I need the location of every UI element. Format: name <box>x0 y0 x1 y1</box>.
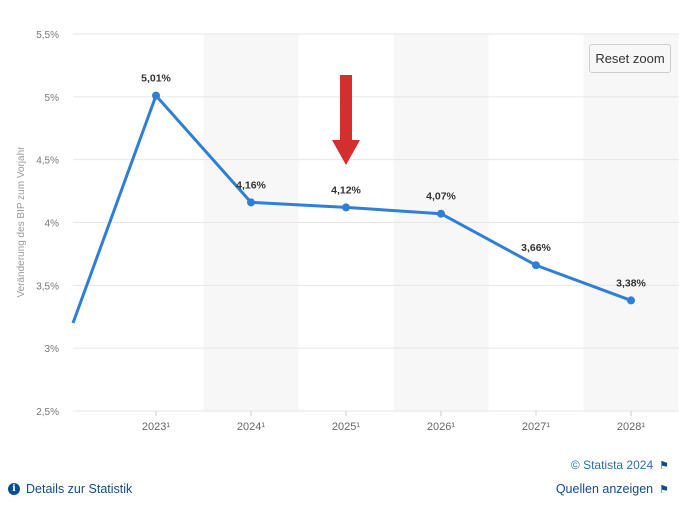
x-tick-label: 2023¹ <box>142 421 170 433</box>
data-label: 3,66% <box>521 242 551 254</box>
line-chart: 2,5%3%3,5%4%4,5%5%5,5% 2023¹ 2024¹ 2025¹ 20… <box>16 30 679 433</box>
credit-text: © Statista 2024 <box>570 458 654 472</box>
y-tick-label: 5,5% <box>36 30 59 41</box>
x-tick-label: 2028¹ <box>617 421 645 433</box>
y-axis-ticks: 2,5% 3% 3,5% 4% 4,5% 5% 5,5% <box>36 30 59 418</box>
y-tick-label: 2,5% <box>36 407 59 418</box>
x-tick-label: 2027¹ <box>522 421 550 433</box>
data-label: 3,38% <box>616 277 646 289</box>
data-point <box>532 261 540 270</box>
statista-credit[interactable]: © Statista 2024 ⚑ <box>571 458 669 472</box>
sources-link[interactable]: Quellen anzeigen ⚑ <box>556 482 669 496</box>
y-axis-label: Veränderung des BIP zum Vorjahr <box>16 146 27 298</box>
y-tick-label: 4,5% <box>36 156 59 167</box>
data-point <box>437 209 445 218</box>
flag-icon[interactable]: ⚑ <box>659 459 669 472</box>
x-tick-label: 2026¹ <box>427 421 455 433</box>
details-label: Details zur Statistik <box>26 482 133 496</box>
gridlines <box>73 33 679 412</box>
info-icon: i <box>8 483 20 495</box>
flag-icon: ⚑ <box>659 483 669 496</box>
data-points <box>152 91 635 305</box>
y-tick-label: 3% <box>45 344 60 355</box>
y-tick-label: 3,5% <box>36 281 59 292</box>
data-labels: 5,01% 4,16% 4,12% 4,07% 3,66% 3,38% <box>141 73 646 290</box>
arrow-shape <box>332 75 360 165</box>
data-point <box>342 203 350 212</box>
y-tick-label: 4% <box>45 219 60 230</box>
reset-zoom-button[interactable]: Reset zoom <box>589 44 671 73</box>
data-point <box>247 198 255 207</box>
data-label: 4,12% <box>331 184 361 196</box>
highlight-arrow-icon <box>332 75 360 165</box>
data-point <box>627 296 635 305</box>
sources-label: Quellen anzeigen <box>555 482 654 496</box>
data-label: 4,16% <box>236 179 266 191</box>
x-tick-label: 2025¹ <box>332 421 360 433</box>
data-point <box>152 91 160 100</box>
x-axis-ticks: 2023¹ 2024¹ 2025¹ 2026¹ 2027¹ 2028¹ <box>142 411 645 433</box>
y-tick-label: 5% <box>45 93 60 104</box>
x-tick-label: 2024¹ <box>237 421 265 433</box>
data-label: 5,01% <box>141 73 171 85</box>
data-label: 4,07% <box>426 191 456 203</box>
details-link[interactable]: i Details zur Statistik <box>8 482 132 496</box>
